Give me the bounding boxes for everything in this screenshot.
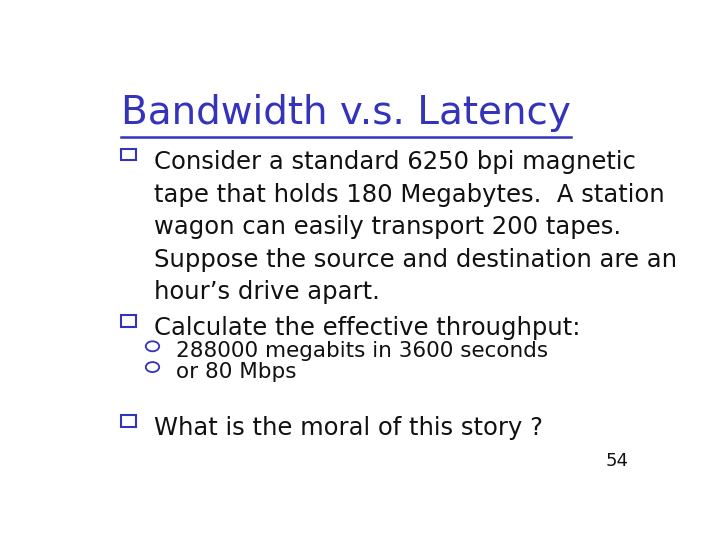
Text: Bandwidth v.s. Latency: Bandwidth v.s. Latency — [121, 94, 570, 132]
FancyBboxPatch shape — [121, 415, 136, 427]
Text: or 80 Mbps: or 80 Mbps — [176, 362, 297, 382]
Text: Calculate the effective throughput:: Calculate the effective throughput: — [154, 316, 580, 340]
Text: What is the moral of this story ?: What is the moral of this story ? — [154, 416, 543, 440]
Text: 54: 54 — [606, 452, 629, 470]
Text: Consider a standard 6250 bpi magnetic
tape that holds 180 Megabytes.  A station
: Consider a standard 6250 bpi magnetic ta… — [154, 150, 678, 304]
Circle shape — [145, 362, 159, 372]
FancyBboxPatch shape — [121, 315, 136, 327]
FancyBboxPatch shape — [121, 149, 136, 160]
Circle shape — [145, 341, 159, 352]
Text: 288000 megabits in 3600 seconds: 288000 megabits in 3600 seconds — [176, 341, 549, 361]
